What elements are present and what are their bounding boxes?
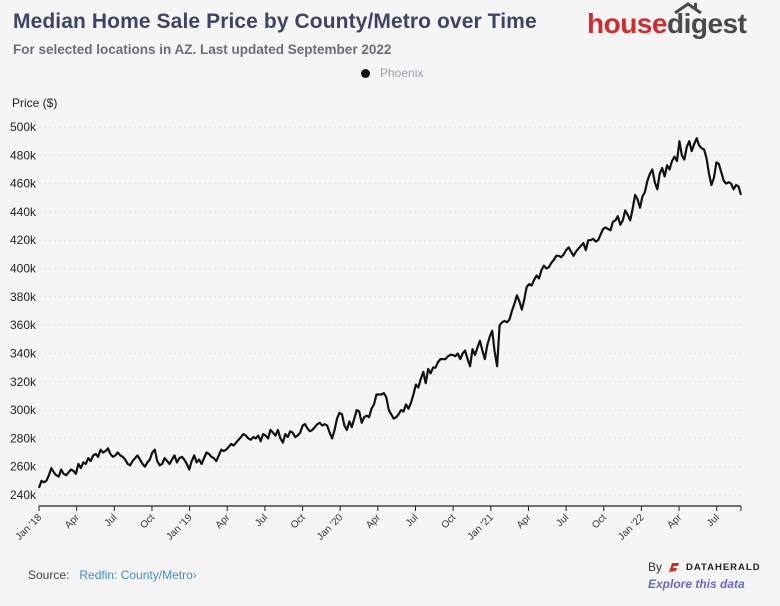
gridlines <box>39 126 741 496</box>
x-tick-label: Jan '22 <box>616 512 647 543</box>
y-axis-ticks: 240k 260k 280k 300k 320k 340k 360k 380k 400k 420k… <box>10 120 37 502</box>
chart-title: Median Home Sale Price by County/Metro o… <box>13 10 537 33</box>
y-tick-label: 480k <box>10 148 37 162</box>
y-tick-label: 400k <box>10 262 37 276</box>
y-tick-label: 240k <box>10 488 37 502</box>
x-tick-label: Jul <box>253 512 270 529</box>
housedigest-logo[interactable]: house digest <box>587 2 747 40</box>
logo-house-text: house <box>587 8 667 39</box>
x-tick-label: Oct <box>439 512 458 531</box>
legend: Phoenix <box>361 66 423 80</box>
x-tick-label: Jul <box>705 512 722 529</box>
x-tick-label: Jan '21 <box>466 512 497 543</box>
y-tick-label: 440k <box>10 205 37 219</box>
dataherald-logo-icon <box>669 562 680 572</box>
source-link[interactable]: Redfin: County/Metro› <box>79 568 196 582</box>
y-tick-label: 300k <box>10 403 37 417</box>
x-tick-label: Oct <box>289 512 308 531</box>
x-tick-label: Jan '20 <box>315 512 346 543</box>
x-tick-label: Apr <box>515 512 534 531</box>
y-tick-label: 260k <box>10 460 37 474</box>
legend-marker-phoenix <box>361 68 370 78</box>
source-label: Source: <box>28 568 70 582</box>
x-tick-label: Apr <box>364 512 383 531</box>
dataherald-label[interactable]: DATAHERALD <box>686 561 761 573</box>
x-tick-label: Jul <box>404 512 421 529</box>
y-tick-label: 280k <box>10 431 37 445</box>
x-tick-label: Jul <box>554 512 571 529</box>
x-tick-label: Apr <box>665 512 684 531</box>
y-tick-label: 360k <box>10 318 37 332</box>
y-tick-label: 500k <box>10 120 37 134</box>
legend-label-phoenix[interactable]: Phoenix <box>380 66 424 80</box>
x-tick-label: Apr <box>214 512 233 531</box>
x-tick-label: Apr <box>63 512 82 531</box>
x-tick-label: Jan '18 <box>14 512 45 543</box>
y-tick-label: 320k <box>10 375 37 389</box>
source-link-text: Redfin: County/Metro <box>79 568 193 582</box>
x-tick-label: Oct <box>138 512 157 531</box>
logo-digest-label: digest <box>666 8 747 39</box>
x-tick-label: Oct <box>590 512 609 531</box>
byline: By DATAHERALD <box>648 560 761 574</box>
source-line: Source: Redfin: County/Metro› <box>28 568 197 582</box>
y-tick-label: 340k <box>10 346 37 360</box>
x-axis: Jan '18 Apr Jul Oct Jan '19 Apr Jul Oct Jan '20 A… <box>14 505 742 543</box>
series-line-phoenix[interactable] <box>37 137 743 489</box>
x-tick-label: Jan '19 <box>164 512 195 543</box>
explore-data-link[interactable]: Explore this data <box>648 577 745 591</box>
y-tick-label: 420k <box>10 233 37 247</box>
y-tick-label: 380k <box>10 290 37 304</box>
roof-icon <box>674 2 702 14</box>
chevron-right-icon: › <box>192 568 197 582</box>
logo-digest-text: digest <box>666 2 747 39</box>
x-tick-label: Jul <box>103 512 120 529</box>
chart-subtitle: For selected locations in AZ. Last updat… <box>13 42 392 57</box>
by-label: By <box>648 560 663 574</box>
y-axis-title: Price ($) <box>12 96 57 110</box>
y-tick-label: 460k <box>10 177 37 191</box>
